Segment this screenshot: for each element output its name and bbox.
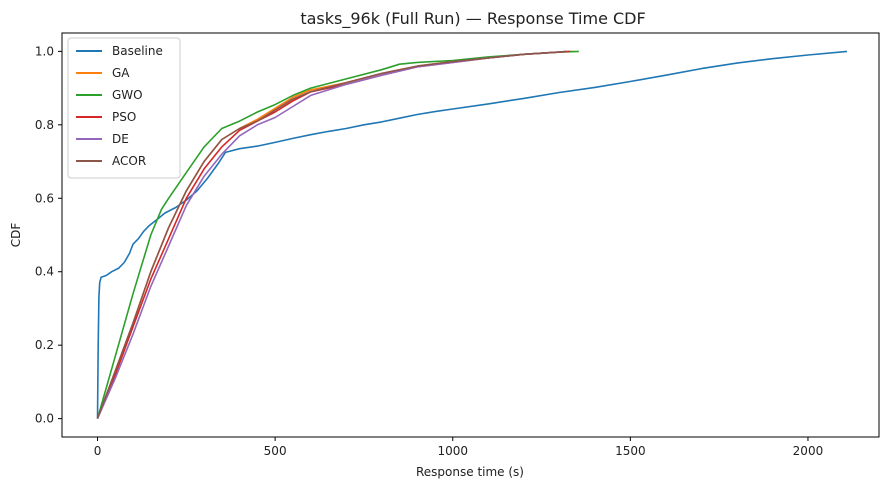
series-line-gwo bbox=[96, 50, 579, 419]
chart-title: tasks_96k (Full Run) — Response Time CDF bbox=[300, 9, 645, 29]
y-axis-label: CDF bbox=[9, 223, 23, 248]
legend-label: GWO bbox=[112, 88, 143, 102]
x-tick-label: 2000 bbox=[793, 444, 824, 458]
series-layer bbox=[96, 50, 848, 419]
y-tick-label: 0.0 bbox=[35, 412, 54, 426]
x-tick-label: 0 bbox=[94, 444, 102, 458]
y-tick-label: 0.8 bbox=[35, 118, 54, 132]
y-tick-label: 0.4 bbox=[35, 265, 54, 279]
legend-label: ACOR bbox=[112, 154, 146, 168]
series-line-baseline bbox=[96, 50, 848, 419]
legend: Baseline GA GWO PSO DE ACOR bbox=[67, 37, 181, 179]
x-tick-label: 1000 bbox=[437, 444, 468, 458]
axis-layer: 0 500 1000 1500 2000 0.0 0.2 0.4 0.6 0.8 1.0 bbox=[35, 44, 823, 458]
legend-label: GA bbox=[112, 66, 130, 80]
legend-label: Baseline bbox=[112, 44, 163, 58]
x-axis-label: Response time (s) bbox=[416, 465, 524, 479]
x-tick-label: 1500 bbox=[615, 444, 646, 458]
y-tick-label: 0.2 bbox=[35, 338, 54, 352]
series-line-acor bbox=[96, 50, 567, 419]
y-tick-label: 1.0 bbox=[35, 44, 54, 58]
x-tick-label: 500 bbox=[264, 444, 287, 458]
plot-area bbox=[61, 32, 880, 438]
legend-label: PSO bbox=[112, 110, 136, 124]
y-tick-label: 0.6 bbox=[35, 191, 54, 205]
legend-label: DE bbox=[112, 132, 129, 146]
